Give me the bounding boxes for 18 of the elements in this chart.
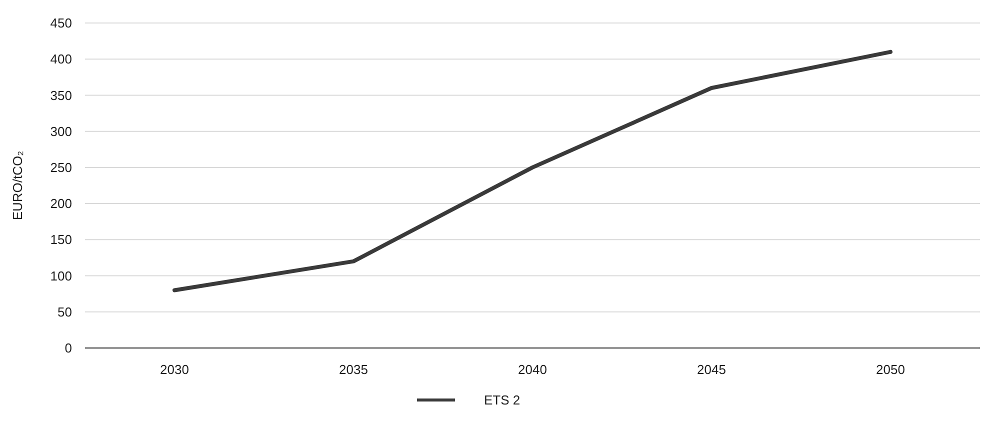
x-tick-label: 2040 — [518, 362, 547, 377]
y-tick-label: 150 — [50, 232, 72, 248]
y-tick-label: 100 — [50, 268, 72, 284]
y-tick-label: 250 — [50, 160, 72, 175]
y-tick-label: 50 — [58, 304, 72, 320]
y-axis-title: EURO/tCO₂ — [10, 150, 25, 220]
y-tick-label: 400 — [50, 52, 72, 67]
x-tick-label: 2030 — [160, 362, 189, 377]
x-tick-label: 2045 — [697, 362, 726, 377]
y-tick-label: 300 — [50, 124, 72, 139]
y-tick-label: 350 — [50, 88, 72, 103]
legend-label: ETS 2 — [484, 392, 520, 408]
y-tick-label: 0 — [64, 340, 72, 356]
line-series — [172, 50, 892, 292]
x-tick-label: 2050 — [876, 362, 905, 377]
y-tick-label: 450 — [50, 16, 72, 31]
x-tick-label: 2035 — [339, 362, 368, 377]
y-tick-label: 200 — [50, 196, 72, 212]
